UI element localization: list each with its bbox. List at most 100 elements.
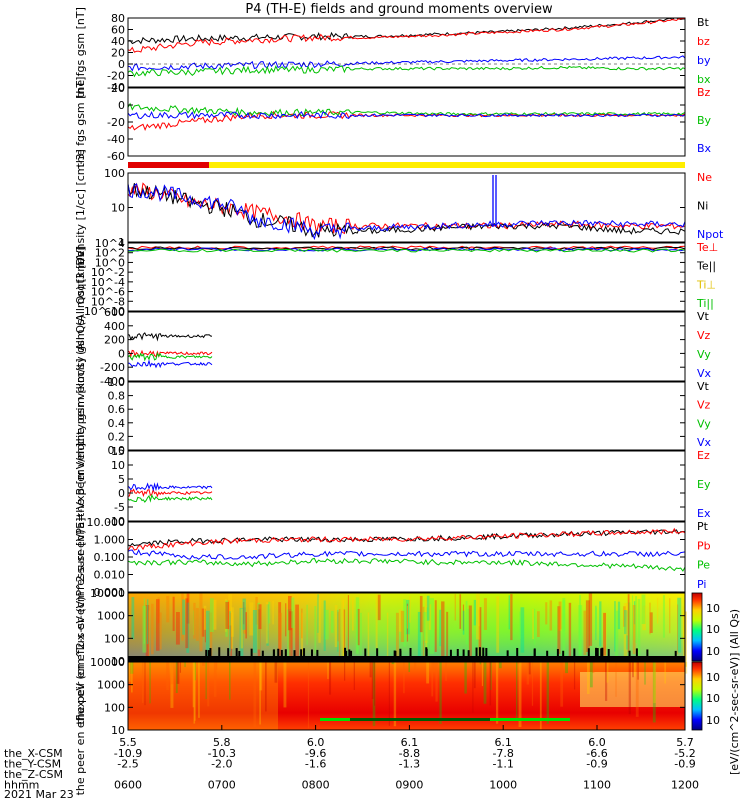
- heatmap-stripe: [377, 594, 381, 621]
- y-axis-label: the peir velocity gsm (All Qs) [km/s]: [74, 247, 87, 446]
- legend-entry: Ey: [697, 478, 711, 491]
- legend-entry: Vy: [697, 348, 711, 361]
- heatmap-stripe: [157, 597, 160, 624]
- heatmap-floor-mark: [462, 649, 465, 660]
- heatmap-stripe: [483, 662, 487, 704]
- heatmap-stripe: [516, 662, 518, 721]
- legend-entry: bz: [697, 35, 710, 48]
- heatmap-stripe: [327, 662, 329, 680]
- colorbar-bottom: [691, 661, 703, 731]
- footer-value: -7.8: [492, 747, 513, 760]
- heatmap-floor-mark: [409, 647, 412, 658]
- x-top-label: 6.1: [401, 736, 419, 749]
- y-tick-label: 1.0: [108, 376, 126, 389]
- heatmap-stripe: [579, 595, 582, 655]
- heatmap-stripe: [353, 662, 355, 690]
- heatmap-stripe: [562, 600, 566, 659]
- heatmap-stripe: [229, 611, 231, 652]
- legend-entry: Ez: [697, 449, 710, 462]
- heatmap-stripe: [128, 662, 131, 682]
- heatmap-stripe: [439, 609, 442, 647]
- heatmap-stripe: [653, 662, 656, 704]
- heatmap-floor-mark: [344, 647, 347, 658]
- series-line-Bx: [127, 110, 686, 120]
- heatmap-stripe: [508, 595, 510, 630]
- heatmap-stripe: [265, 662, 267, 712]
- heatmap-stripe: [536, 611, 540, 638]
- y-tick-label: 1000: [97, 610, 125, 623]
- heatmap-floor-mark: [250, 648, 253, 659]
- heatmap-stripe: [464, 662, 467, 694]
- heatmap-floor-mark: [556, 649, 559, 660]
- heatmap-stripe: [591, 662, 595, 674]
- heatmap-stripe: [637, 598, 641, 659]
- heatmap-stripe: [428, 604, 432, 630]
- heatmap-rightband: [580, 672, 685, 707]
- y-tick-label: -20: [107, 70, 125, 83]
- heatmap-stripe: [283, 662, 287, 708]
- heatmap-floor-mark: [261, 650, 264, 661]
- heatmap-stripe: [662, 595, 666, 638]
- heatmap-stripe: [614, 610, 619, 666]
- heatmap-stripe: [476, 593, 480, 640]
- heatmap-floor-mark: [235, 648, 238, 659]
- heatmap-stripe: [195, 608, 199, 641]
- heatmap-floor-mark: [646, 649, 649, 660]
- heatmap-stripe: [489, 662, 492, 706]
- heatmap-floor-mark: [345, 650, 348, 661]
- y-tick-label: -40: [107, 81, 125, 94]
- heatmap-stripe: [644, 662, 646, 685]
- heatmap-stripe: [429, 598, 434, 654]
- heatmap-stripe: [175, 662, 178, 694]
- heatmap-stripe: [519, 611, 521, 640]
- heatmap-stripe: [131, 662, 133, 693]
- heatmap-floor-mark: [562, 650, 565, 661]
- heatmap-stripe: [274, 662, 278, 683]
- y-tick-label: 10^4: [95, 237, 125, 250]
- heatmap-floor-mark: [516, 647, 519, 658]
- y-tick-label: 0.001: [94, 586, 126, 599]
- heatmap-stripe: [539, 662, 542, 730]
- footer-date: 2021 Mar 23: [4, 788, 74, 800]
- series-line-by: [127, 55, 686, 72]
- footer-value: -10.3: [208, 747, 236, 760]
- heatmap-stripe: [583, 610, 587, 656]
- heatmap-stripe: [558, 601, 562, 630]
- heatmap-stripe: [422, 606, 425, 657]
- heatmap-stripe: [314, 606, 317, 654]
- heatmap-stripe: [546, 662, 549, 724]
- heatmap-floor-mark: [595, 647, 598, 658]
- y-tick-label: 15: [111, 445, 125, 458]
- y-tick-label: 0.2: [108, 430, 126, 443]
- heatmap-floor-mark: [546, 650, 549, 661]
- heatmap-stripe: [334, 605, 338, 647]
- heatmap-stripe: [560, 662, 564, 707]
- y-tick-label: 1.000: [94, 534, 126, 547]
- heatmap-floor-mark: [601, 647, 604, 658]
- heatmap-floor-mark: [635, 648, 638, 659]
- activity-strip-red: [128, 162, 209, 168]
- y-tick-label: 20: [111, 82, 125, 95]
- heatmap-stripe: [400, 610, 405, 643]
- y-tick-label: -400: [100, 375, 125, 388]
- heatmap-stripe: [193, 602, 196, 639]
- heatmap-stripe: [568, 602, 572, 657]
- heatmap-stripe: [272, 600, 274, 625]
- heatmap-stripe: [664, 662, 666, 684]
- heatmap-stripe: [617, 601, 621, 630]
- heatmap-stripe: [656, 597, 659, 624]
- heatmap-stripe: [242, 598, 246, 630]
- colorbar-tick: 10: [706, 671, 720, 684]
- heatmap-stripe: [329, 662, 332, 695]
- heatmap-stripe: [432, 662, 436, 672]
- panel-frame: [127, 17, 686, 88]
- heatmap-floor-mark: [478, 647, 481, 658]
- heatmap-stripe: [224, 598, 227, 632]
- heatmap-floor-mark: [209, 648, 212, 659]
- footer-value: -10.9: [114, 747, 142, 760]
- heatmap-stripe: [239, 608, 244, 664]
- heatmap-stripe: [623, 603, 628, 661]
